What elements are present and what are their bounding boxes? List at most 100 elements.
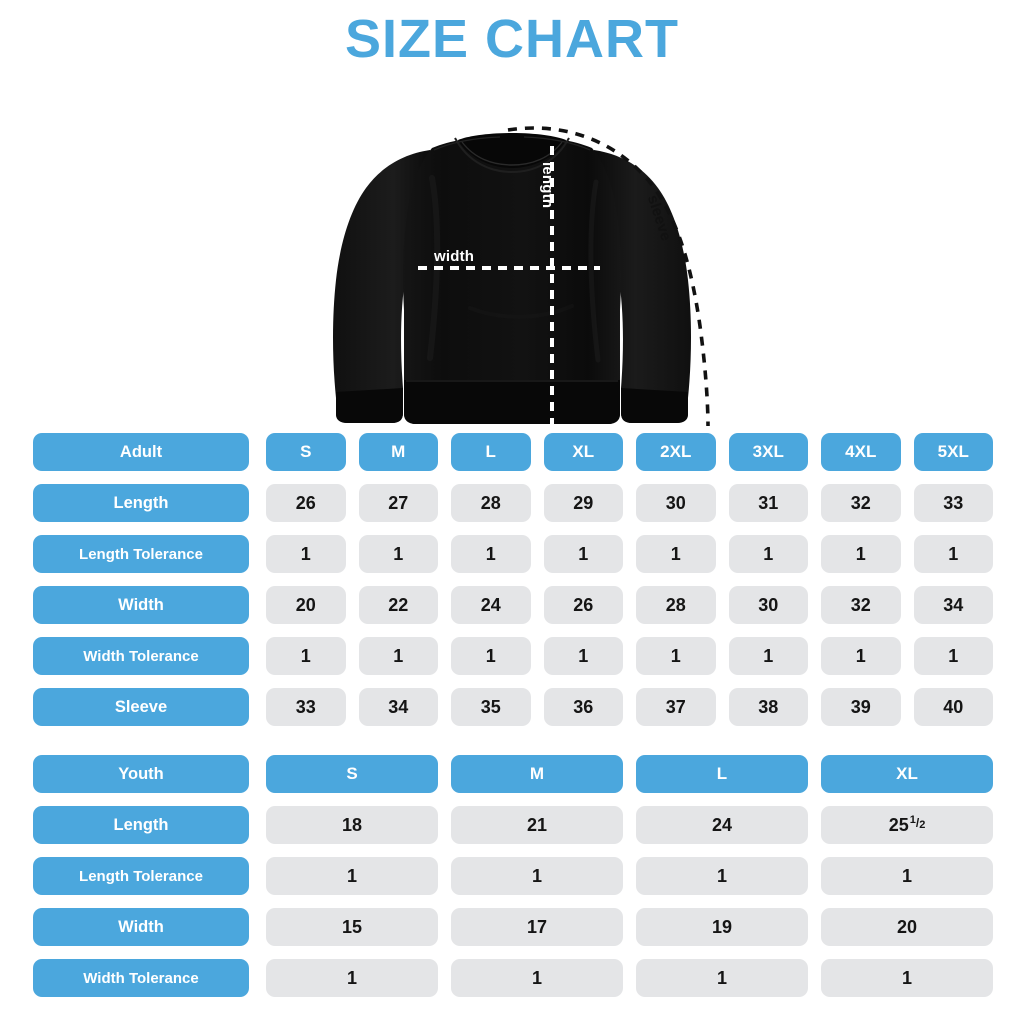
row-label-length-tolerance: Length Tolerance xyxy=(33,535,249,573)
table-header-row: Adult S M L XL 2XL 3XL 4XL 5XL xyxy=(33,433,993,471)
table-cell: 1 xyxy=(728,637,808,675)
table-cell: 15 xyxy=(266,908,438,946)
table-cell: 26 xyxy=(543,586,623,624)
table-cell: 1 xyxy=(821,857,993,895)
fraction-slash: / xyxy=(915,816,920,830)
table-cell-fraction: 25 1/2 xyxy=(821,806,993,844)
fraction-whole: 25 xyxy=(888,815,909,835)
table-cell: 1 xyxy=(636,959,808,997)
sweatshirt-icon xyxy=(333,126,710,426)
table-cell: 37 xyxy=(636,688,716,726)
table-cell: 1 xyxy=(821,535,901,573)
table-row: Width Tolerance 1 1 1 1 xyxy=(33,959,993,997)
width-measure-label: width xyxy=(434,248,475,265)
youth-table-title: Youth xyxy=(33,755,249,793)
table-row: Width 15 17 19 20 xyxy=(33,908,993,946)
table-cell: 1 xyxy=(543,637,623,675)
table-cell: 1 xyxy=(266,857,438,895)
table-cell: 1 xyxy=(636,857,808,895)
table-cell: 35 xyxy=(451,688,531,726)
length-measure-label: length xyxy=(539,162,556,209)
table-cell: 20 xyxy=(266,586,346,624)
table-cell: 24 xyxy=(636,806,808,844)
table-cell: 36 xyxy=(543,688,623,726)
table-cell: 30 xyxy=(636,484,716,522)
fraction-denominator: 2 xyxy=(919,819,926,831)
row-label-width: Width xyxy=(33,586,249,624)
table-cell: 32 xyxy=(821,484,901,522)
column-header-xl: XL xyxy=(543,433,623,471)
table-row: Sleeve 33 34 35 36 37 38 39 40 xyxy=(33,688,993,726)
garment-illustration: length width sleeve xyxy=(0,58,1024,426)
table-cell: 20 xyxy=(821,908,993,946)
table-cell: 1 xyxy=(636,535,716,573)
table-cell: 24 xyxy=(451,586,531,624)
table-cell: 18 xyxy=(266,806,438,844)
youth-size-table: Youth S M L XL Length 18 21 24 25 1/2 Len… xyxy=(33,755,993,997)
table-cell: 34 xyxy=(913,586,993,624)
table-row: Length Tolerance 1 1 1 1 1 1 1 1 xyxy=(33,535,993,573)
row-label-width-tolerance: Width Tolerance xyxy=(33,959,249,997)
table-cell: 1 xyxy=(266,535,346,573)
table-cell: 19 xyxy=(636,908,808,946)
table-cell: 1 xyxy=(358,637,438,675)
table-cell: 28 xyxy=(636,586,716,624)
adult-table-title: Adult xyxy=(33,433,249,471)
table-cell: 1 xyxy=(266,959,438,997)
table-cell: 34 xyxy=(358,688,438,726)
column-header-m: M xyxy=(358,433,438,471)
table-cell: 1 xyxy=(821,959,993,997)
column-header-s: S xyxy=(266,433,346,471)
table-cell: 1 xyxy=(451,959,623,997)
sleeve-guide-line xyxy=(507,126,710,426)
table-cell: 21 xyxy=(451,806,623,844)
table-row: Length Tolerance 1 1 1 1 xyxy=(33,857,993,895)
row-label-length: Length xyxy=(33,806,249,844)
table-cell: 1 xyxy=(451,857,623,895)
table-header-row: Youth S M L XL xyxy=(33,755,993,793)
table-cell: 17 xyxy=(451,908,623,946)
fraction-value: 25 1/2 xyxy=(888,814,926,835)
table-cell: 1 xyxy=(451,637,531,675)
page-title: SIZE CHART xyxy=(345,9,679,69)
table-cell: 29 xyxy=(543,484,623,522)
column-header-s: S xyxy=(266,755,438,793)
fraction-numerator: 1 xyxy=(909,814,916,826)
table-cell: 33 xyxy=(266,688,346,726)
table-cell: 40 xyxy=(913,688,993,726)
table-cell: 32 xyxy=(821,586,901,624)
table-cell: 1 xyxy=(728,535,808,573)
column-header-xl: XL xyxy=(821,755,993,793)
table-cell: 30 xyxy=(728,586,808,624)
table-cell: 27 xyxy=(358,484,438,522)
table-cell: 31 xyxy=(728,484,808,522)
row-label-length-tolerance: Length Tolerance xyxy=(33,857,249,895)
table-cell: 38 xyxy=(728,688,808,726)
row-label-width-tolerance: Width Tolerance xyxy=(33,637,249,675)
table-cell: 33 xyxy=(913,484,993,522)
table-row: Width Tolerance 1 1 1 1 1 1 1 1 xyxy=(33,637,993,675)
table-cell: 1 xyxy=(821,637,901,675)
table-cell: 1 xyxy=(451,535,531,573)
table-cell: 22 xyxy=(358,586,438,624)
column-header-m: M xyxy=(451,755,623,793)
table-row: Length 18 21 24 25 1/2 xyxy=(33,806,993,844)
column-header-2xl: 2XL xyxy=(636,433,716,471)
table-cell: 1 xyxy=(358,535,438,573)
row-label-sleeve: Sleeve xyxy=(33,688,249,726)
table-cell: 1 xyxy=(266,637,346,675)
table-row: Width 20 22 24 26 28 30 32 34 xyxy=(33,586,993,624)
adult-size-table: Adult S M L XL 2XL 3XL 4XL 5XL Length 26… xyxy=(33,433,993,726)
column-header-l: L xyxy=(451,433,531,471)
row-label-width: Width xyxy=(33,908,249,946)
row-label-length: Length xyxy=(33,484,249,522)
table-cell: 39 xyxy=(821,688,901,726)
table-cell: 1 xyxy=(913,535,993,573)
table-cell: 28 xyxy=(451,484,531,522)
table-cell: 26 xyxy=(266,484,346,522)
table-cell: 1 xyxy=(543,535,623,573)
column-header-3xl: 3XL xyxy=(728,433,808,471)
column-header-5xl: 5XL xyxy=(913,433,993,471)
table-cell: 1 xyxy=(913,637,993,675)
column-header-l: L xyxy=(636,755,808,793)
